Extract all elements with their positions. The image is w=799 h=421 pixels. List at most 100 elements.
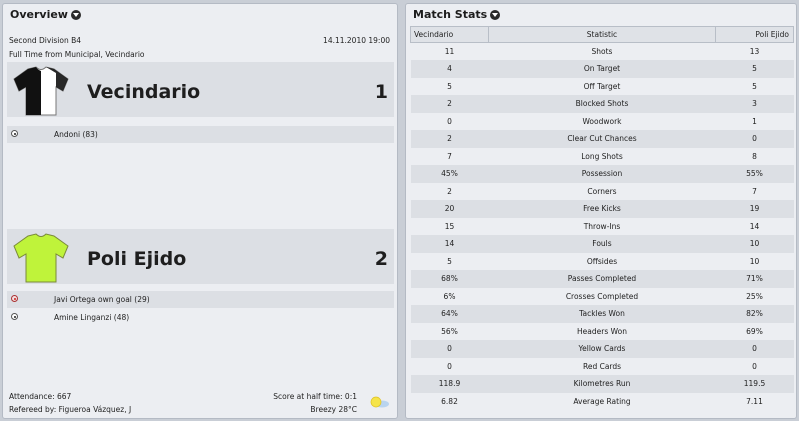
sun-cloud-icon [370,396,389,408]
goal-scorer[interactable]: Javi Ortega own goal (29) [54,295,150,304]
stat-label: Possession [488,165,716,183]
stat-label: On Target [488,60,716,78]
stat-row: 5 Offsides 10 [410,252,794,270]
stat-row: 0 Red Cards 0 [410,357,794,375]
stat-home-value: 14 [410,235,489,253]
stat-label: Woodwork [488,112,716,130]
half-time-score: Score at half time: 0:1 [273,392,357,401]
stat-label: Offsides [488,252,716,270]
stat-home-value: 6% [410,287,489,305]
own-goal-ball-icon [11,295,18,302]
stat-row: 15 Throw-Ins 14 [410,217,794,235]
stat-label: Yellow Cards [488,340,716,358]
stat-label: Red Cards [488,357,716,375]
stat-row: 14 Fouls 10 [410,235,794,253]
stat-away-value: 0 [715,340,794,358]
column-header-statistic[interactable]: Statistic [488,26,716,43]
stat-home-value: 2 [410,182,489,200]
stat-label: Kilometres Run [488,375,716,393]
stat-row: 11 Shots 13 [410,42,794,60]
referee[interactable]: Refereed by: Figueroa Vázquez, J [9,405,132,414]
overview-title: Overview [10,8,68,21]
stat-home-value: 64% [410,305,489,323]
stat-away-value: 82% [715,305,794,323]
stat-home-value: 45% [410,165,489,183]
stat-label: Average Rating [488,392,716,410]
stat-home-value: 6.82 [410,392,489,410]
stat-away-value: 119.5 [715,375,794,393]
stat-row: 2 Clear Cut Chances 0 [410,130,794,148]
stat-home-value: 11 [410,42,489,60]
stat-away-value: 7 [715,182,794,200]
stat-home-value: 2 [410,130,489,148]
stat-home-value: 20 [410,200,489,218]
stat-away-value: 55% [715,165,794,183]
stat-label: Long Shots [488,147,716,165]
stat-row: 2 Corners 7 [410,182,794,200]
stat-label: Corners [488,182,716,200]
stat-label: Free Kicks [488,200,716,218]
away-team-score: 2 [374,248,388,270]
home-shirt-icon [13,66,69,116]
dropdown-arrow-icon[interactable] [490,9,501,20]
stat-away-value: 10 [715,235,794,253]
away-team-name[interactable]: Poli Ejido [87,248,187,270]
overview-panel: Overview Second Division B4 14.11.2010 1… [2,3,398,419]
dropdown-arrow-icon[interactable] [70,9,81,20]
stats-body: 11 Shots 13 4 On Target 5 5 Off Target 5 2 Blocked… [410,42,794,410]
stat-row: 4 On Target 5 [410,60,794,78]
stat-home-value: 56% [410,322,489,340]
stat-home-value: 0 [410,340,489,358]
match-date: 14.11.2010 19:00 [323,36,390,45]
stat-home-value: 5 [410,252,489,270]
stats-table: Vecindario Statistic Poli Ejido 11 Shots 1… [410,26,794,410]
stat-row: 20 Free Kicks 19 [410,200,794,218]
stat-away-value: 7.11 [715,392,794,410]
stat-home-value: 5 [410,77,489,95]
stat-home-value: 118.9 [410,375,489,393]
stats-header-row: Vecindario Statistic Poli Ejido [410,26,794,43]
stat-away-value: 0 [715,357,794,375]
stat-row: 6.82 Average Rating 7.11 [410,392,794,410]
stat-row: 56% Headers Won 69% [410,322,794,340]
goal-scorer[interactable]: Andoni (83) [54,130,98,139]
stat-label: Blocked Shots [488,95,716,113]
stat-home-value: 2 [410,95,489,113]
stat-row: 6% Crosses Completed 25% [410,287,794,305]
stat-away-value: 69% [715,322,794,340]
match-status: Full Time from Municipal, Vecindario [9,50,145,59]
stat-row: 45% Possession 55% [410,165,794,183]
stat-row: 0 Yellow Cards 0 [410,340,794,358]
stat-home-value: 0 [410,112,489,130]
ball-icon [11,313,18,320]
stat-label: Crosses Completed [488,287,716,305]
goal-row: Andoni (83) [7,126,394,143]
home-team-name[interactable]: Vecindario [87,81,201,103]
home-team-score: 1 [374,81,388,103]
stat-away-value: 13 [715,42,794,60]
stat-home-value: 0 [410,357,489,375]
ball-icon [11,130,18,137]
stat-label: Shots [488,42,716,60]
stat-label: Tackles Won [488,305,716,323]
attendance: Attendance: 667 [9,392,72,401]
match-stats-title: Match Stats [413,8,488,21]
stat-row: 68% Passes Completed 71% [410,270,794,288]
goal-scorer[interactable]: Amine Linganzi (48) [54,313,130,322]
column-header-home[interactable]: Vecindario [410,26,489,43]
stat-row: 64% Tackles Won 82% [410,305,794,323]
away-team-band: Poli Ejido 2 [7,229,394,284]
stat-away-value: 0 [715,130,794,148]
overview-header[interactable]: Overview [10,8,81,21]
stat-home-value: 4 [410,60,489,78]
stat-away-value: 19 [715,200,794,218]
match-stats-header[interactable]: Match Stats [413,8,501,21]
stat-away-value: 14 [715,217,794,235]
away-shirt-icon [13,233,69,283]
stat-row: 118.9 Kilometres Run 119.5 [410,375,794,393]
stat-label: Throw-Ins [488,217,716,235]
column-header-away[interactable]: Poli Ejido [715,26,794,43]
goal-row: Javi Ortega own goal (29) [7,291,394,308]
competition-name[interactable]: Second Division B4 [9,36,82,45]
stat-row: 5 Off Target 5 [410,77,794,95]
